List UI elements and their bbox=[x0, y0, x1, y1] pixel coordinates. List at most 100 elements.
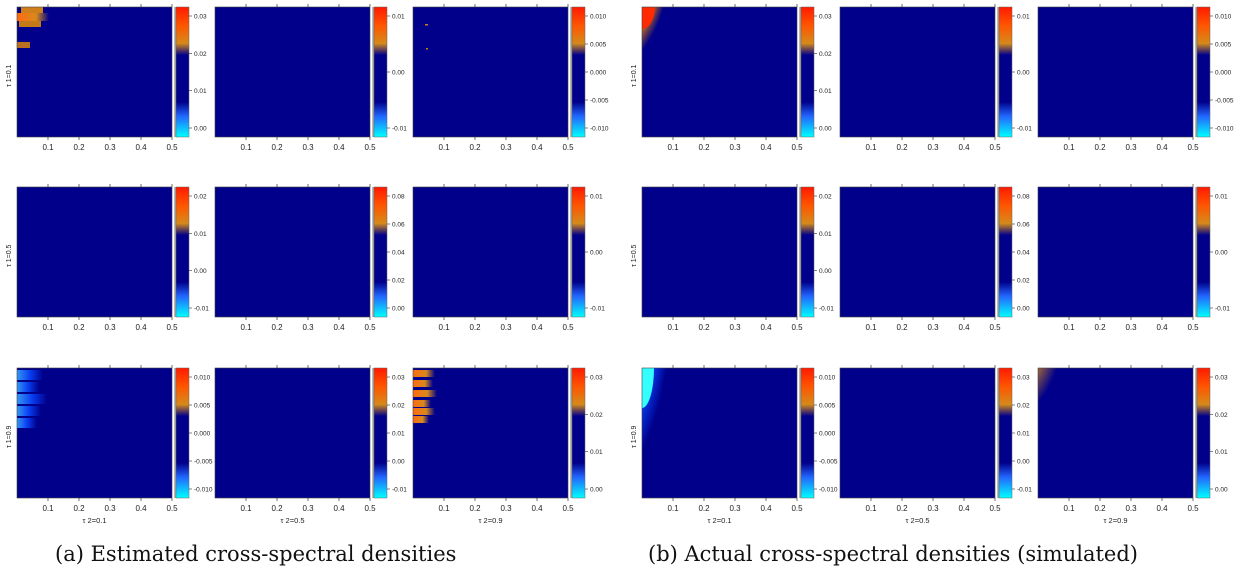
x-tick-label: 0.2 bbox=[698, 143, 710, 152]
x-tick-label: 0.4 bbox=[531, 504, 543, 513]
heatmap-plot bbox=[17, 187, 172, 317]
x-tick-label: 0.4 bbox=[1156, 143, 1168, 152]
x-tick-label: 0.3 bbox=[1125, 323, 1137, 332]
colorbar bbox=[999, 368, 1012, 498]
x-tick-label: 0.5 bbox=[166, 143, 178, 152]
row-label: τ 1=0.1 bbox=[631, 64, 638, 87]
x-tick-label: 0.1 bbox=[42, 504, 54, 513]
col-label: τ 2=0.1 bbox=[707, 516, 731, 525]
colorbar-frame bbox=[571, 367, 586, 499]
colorbar-tick-label: 0.03 bbox=[194, 14, 207, 21]
colorbar-tick-label: 0.03 bbox=[590, 375, 603, 382]
colorbar-frame bbox=[175, 186, 190, 318]
x-tick-label: 0.5 bbox=[791, 143, 803, 152]
x-tick-label: 0.2 bbox=[469, 143, 481, 152]
heat-band-cool bbox=[17, 370, 43, 380]
x-tick-label: 0.1 bbox=[865, 323, 877, 332]
colorbar-tick-label: 0.00 bbox=[819, 268, 832, 275]
colorbar-tick-label: 0.010 bbox=[1215, 14, 1232, 21]
plot-frame bbox=[641, 6, 798, 138]
heatmap-plot bbox=[1038, 187, 1193, 317]
colorbar-tick-label: 0.00 bbox=[590, 487, 603, 494]
heatmap-plot bbox=[215, 187, 370, 317]
x-tick-label: 0.4 bbox=[1156, 323, 1168, 332]
colorbar-tick-label: -0.005 bbox=[590, 98, 609, 105]
colorbar-frame bbox=[800, 186, 815, 318]
colorbar bbox=[176, 368, 189, 498]
colorbar-tick-label: 0.00 bbox=[392, 459, 405, 466]
x-tick-label: 0.5 bbox=[364, 323, 376, 332]
plot-frame bbox=[1037, 367, 1194, 499]
x-tick-label: 0.3 bbox=[729, 323, 741, 332]
plot-frame bbox=[839, 6, 996, 138]
x-tick-label: 0.1 bbox=[1063, 143, 1075, 152]
x-tick-label: 0.2 bbox=[73, 323, 85, 332]
colorbar bbox=[572, 368, 585, 498]
colorbar-tick-label: -0.010 bbox=[194, 487, 213, 494]
x-tick-label: 0.2 bbox=[1094, 143, 1106, 152]
colorbar-tick-label: 0.000 bbox=[590, 70, 607, 77]
colorbar-tick-label: 0.01 bbox=[1017, 431, 1030, 438]
heat-band-warm bbox=[413, 400, 431, 407]
colorbar-tick-label: -0.010 bbox=[819, 487, 838, 494]
x-tick-label: 0.3 bbox=[104, 143, 116, 152]
colorbar-frame bbox=[175, 6, 190, 138]
col-label: τ 2=0.5 bbox=[905, 516, 929, 525]
x-tick-label: 0.2 bbox=[896, 323, 908, 332]
col-label: τ 2=0.5 bbox=[280, 516, 304, 525]
x-tick-label: 0.5 bbox=[791, 323, 803, 332]
x-tick-label: 0.4 bbox=[135, 504, 147, 513]
colorbar-tick-label: -0.01 bbox=[194, 306, 209, 313]
colorbar-tick-label: -0.01 bbox=[1017, 126, 1032, 133]
heat-core-hot bbox=[642, 7, 655, 29]
x-tick-label: 0.5 bbox=[562, 323, 574, 332]
x-tick-label: 0.5 bbox=[562, 504, 574, 513]
colorbar-tick-label: 0.01 bbox=[392, 14, 405, 21]
heatmap-plot bbox=[1038, 7, 1193, 137]
colorbar-tick-label: 0.005 bbox=[590, 42, 607, 49]
colorbar-tick-label: 0.08 bbox=[1017, 194, 1030, 201]
x-tick-label: 0.1 bbox=[42, 323, 54, 332]
x-tick-label: 0.2 bbox=[271, 504, 283, 513]
plot-frame bbox=[839, 367, 996, 499]
x-tick-label: 0.2 bbox=[896, 504, 908, 513]
col-label: τ 2=0.9 bbox=[1103, 516, 1127, 525]
heat-band-cool bbox=[17, 394, 47, 404]
heat-blob-warm bbox=[1038, 368, 1064, 416]
colorbar-tick-label: 0.000 bbox=[1215, 70, 1232, 77]
plot-frame bbox=[412, 6, 569, 138]
x-tick-label: 0.3 bbox=[302, 143, 314, 152]
x-tick-label: 0.1 bbox=[865, 143, 877, 152]
caption-panel-b: (b) Actual cross-spectral densities (sim… bbox=[648, 542, 1138, 566]
plot-frame bbox=[641, 367, 798, 499]
x-tick-label: 0.1 bbox=[667, 143, 679, 152]
x-tick-label: 0.5 bbox=[1187, 323, 1199, 332]
x-tick-label: 0.5 bbox=[1187, 143, 1199, 152]
heat-speck bbox=[425, 24, 428, 26]
x-tick-label: 0.2 bbox=[271, 323, 283, 332]
heatmap-plot bbox=[1038, 368, 1193, 498]
x-tick-label: 0.5 bbox=[364, 504, 376, 513]
x-tick-label: 0.5 bbox=[791, 504, 803, 513]
heat-spot-warm bbox=[17, 42, 30, 48]
colorbar-tick-label: 0.00 bbox=[1215, 250, 1228, 257]
colorbar-frame bbox=[1196, 367, 1211, 499]
colorbar-tick-label: 0.02 bbox=[819, 51, 832, 58]
colorbar-tick-label: 0.000 bbox=[819, 431, 836, 438]
x-tick-label: 0.2 bbox=[469, 323, 481, 332]
x-tick-label: 0.2 bbox=[271, 143, 283, 152]
colorbar-tick-label: 0.03 bbox=[1215, 375, 1228, 382]
colorbar-tick-label: 0.005 bbox=[194, 403, 211, 410]
colorbar bbox=[999, 187, 1012, 317]
colorbar bbox=[801, 368, 814, 498]
heatmap-plot bbox=[840, 368, 995, 498]
x-tick-label: 0.4 bbox=[958, 504, 970, 513]
x-tick-label: 0.1 bbox=[240, 323, 252, 332]
x-tick-label: 0.4 bbox=[333, 323, 345, 332]
heatmap-plot bbox=[642, 187, 797, 317]
colorbar-tick-label: 0.00 bbox=[194, 126, 207, 133]
plot-frame bbox=[16, 367, 173, 499]
plot-frame bbox=[214, 367, 371, 499]
colorbar-tick-label: 0.00 bbox=[590, 250, 603, 257]
